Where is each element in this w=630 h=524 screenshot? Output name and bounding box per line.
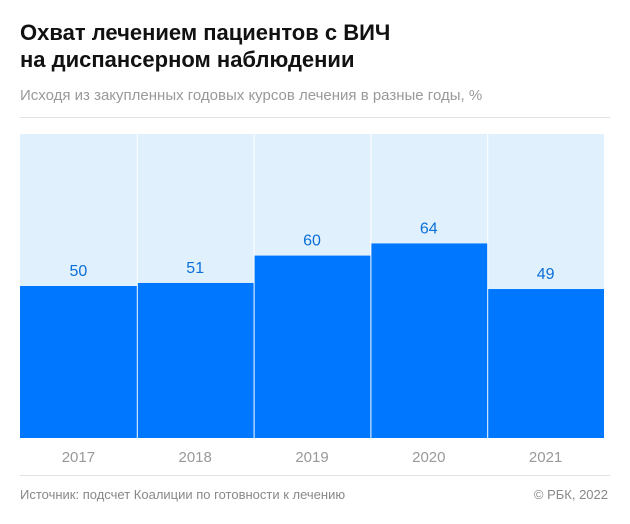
data-label: 50 [70,263,88,280]
x-tick-label: 2019 [295,449,328,466]
bar [488,289,604,438]
data-label: 51 [186,260,204,277]
x-tick-label: 2018 [179,449,212,466]
data-label: 60 [303,233,321,250]
x-tick-label: 2021 [529,449,562,466]
top-divider [20,117,610,118]
bottom-divider [20,475,610,476]
bar [137,282,254,438]
bar [371,243,488,438]
chart-title: Охват лечением пациентов с ВИЧ на диспан… [20,19,390,73]
chart-subtitle: Исходя из закупленных годовых курсов леч… [20,87,483,104]
bar [254,255,371,438]
source-note: Источник: подсчет Коалиции по готовности… [20,487,346,502]
data-label: 64 [420,220,438,237]
bar [20,286,137,438]
title-line-2: на диспансерном наблюдении [20,47,355,72]
x-tick-label: 2020 [412,449,445,466]
x-tick-label: 2017 [62,449,95,466]
data-label: 49 [537,266,555,283]
copyright: © РБК, 2022 [533,487,608,502]
title-line-1: Охват лечением пациентов с ВИЧ [20,20,391,45]
